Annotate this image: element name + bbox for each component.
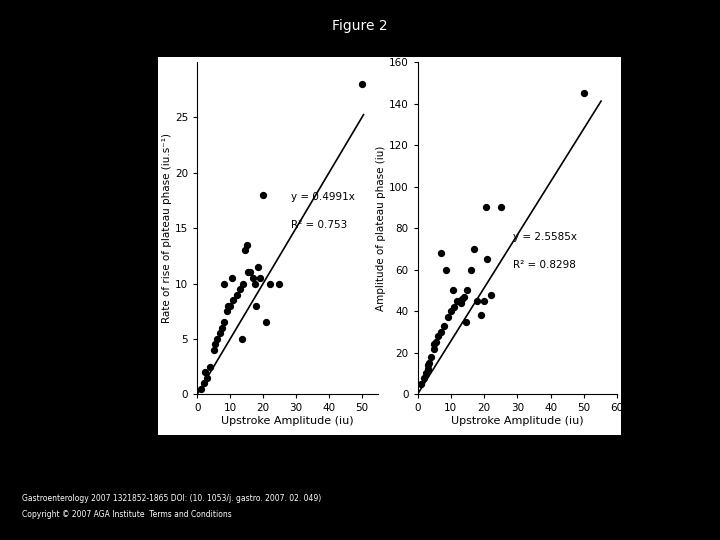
Point — [456, 294, 468, 303]
Point — [218, 279, 230, 288]
Point — [428, 344, 440, 353]
Y-axis label: Amplitude of plateau phase (iu): Amplitude of plateau phase (iu) — [376, 145, 386, 311]
Point — [485, 291, 497, 299]
Point — [204, 362, 216, 371]
Point — [228, 296, 239, 305]
Point — [451, 296, 463, 305]
Point — [445, 307, 456, 315]
Point — [428, 340, 440, 349]
Text: R² = 0.753: R² = 0.753 — [292, 220, 348, 230]
Point — [432, 332, 444, 340]
Point — [430, 338, 441, 347]
Point — [216, 323, 228, 332]
Point — [446, 286, 458, 295]
Point — [465, 265, 477, 274]
Point — [415, 380, 427, 388]
Point — [440, 265, 451, 274]
Point — [423, 359, 435, 367]
Point — [195, 384, 207, 393]
Point — [478, 296, 490, 305]
Text: Figure 2: Figure 2 — [332, 19, 388, 33]
Point — [475, 311, 487, 320]
X-axis label: Upstroke Amplitude (iu): Upstroke Amplitude (iu) — [451, 416, 584, 426]
Point — [460, 317, 472, 326]
Point — [240, 240, 252, 249]
Point — [449, 303, 460, 312]
Text: R² = 0.8298: R² = 0.8298 — [513, 260, 576, 270]
Point — [244, 268, 256, 276]
Point — [226, 274, 238, 282]
Text: Gastroenterology 2007 1321852-1865 DOI: (10. 1053/j. gastro. 2007. 02. 049): Gastroenterology 2007 1321852-1865 DOI: … — [22, 494, 321, 503]
Point — [251, 301, 262, 310]
Point — [435, 249, 446, 258]
Text: y = 0.4991x: y = 0.4991x — [292, 192, 355, 202]
Point — [254, 274, 266, 282]
Point — [274, 279, 285, 288]
X-axis label: Upstroke Amplitude (iu): Upstroke Amplitude (iu) — [221, 416, 354, 426]
Point — [459, 292, 470, 301]
Point — [238, 279, 249, 288]
Point — [218, 318, 230, 327]
Point — [210, 340, 221, 349]
Point — [442, 313, 454, 322]
Point — [435, 328, 446, 336]
Text: Copyright © 2007 AGA Institute  Terms and Conditions: Copyright © 2007 AGA Institute Terms and… — [22, 510, 231, 519]
Point — [420, 369, 432, 378]
Text: y = 2.5585x: y = 2.5585x — [513, 232, 577, 242]
Point — [264, 279, 275, 288]
Y-axis label: Rate of rise of plateau phase (iu.s⁻¹): Rate of rise of plateau phase (iu.s⁻¹) — [162, 133, 172, 323]
Point — [418, 373, 430, 382]
Point — [482, 255, 493, 264]
Point — [252, 262, 264, 271]
Point — [249, 279, 261, 288]
Point — [211, 334, 222, 343]
Point — [422, 365, 433, 374]
Point — [495, 203, 506, 212]
Point — [208, 346, 220, 354]
Point — [221, 307, 233, 315]
Point — [438, 321, 450, 330]
Point — [248, 274, 259, 282]
Point — [215, 329, 226, 338]
Point — [234, 285, 246, 293]
Point — [243, 268, 254, 276]
Point — [239, 246, 251, 255]
Point — [425, 353, 436, 361]
Point — [236, 334, 248, 343]
Point — [356, 80, 367, 89]
Point — [480, 203, 492, 212]
Point — [455, 299, 467, 307]
Point — [472, 296, 483, 305]
Text: B: B — [394, 31, 413, 56]
Point — [202, 373, 213, 382]
Point — [199, 368, 211, 376]
Point — [231, 291, 243, 299]
Point — [261, 318, 272, 327]
Point — [257, 191, 269, 199]
Point — [468, 245, 480, 253]
Point — [222, 301, 234, 310]
Text: A: A — [176, 31, 195, 56]
Point — [462, 286, 473, 295]
Point — [578, 89, 590, 98]
Point — [422, 361, 433, 369]
Point — [225, 301, 236, 310]
Point — [198, 379, 210, 388]
